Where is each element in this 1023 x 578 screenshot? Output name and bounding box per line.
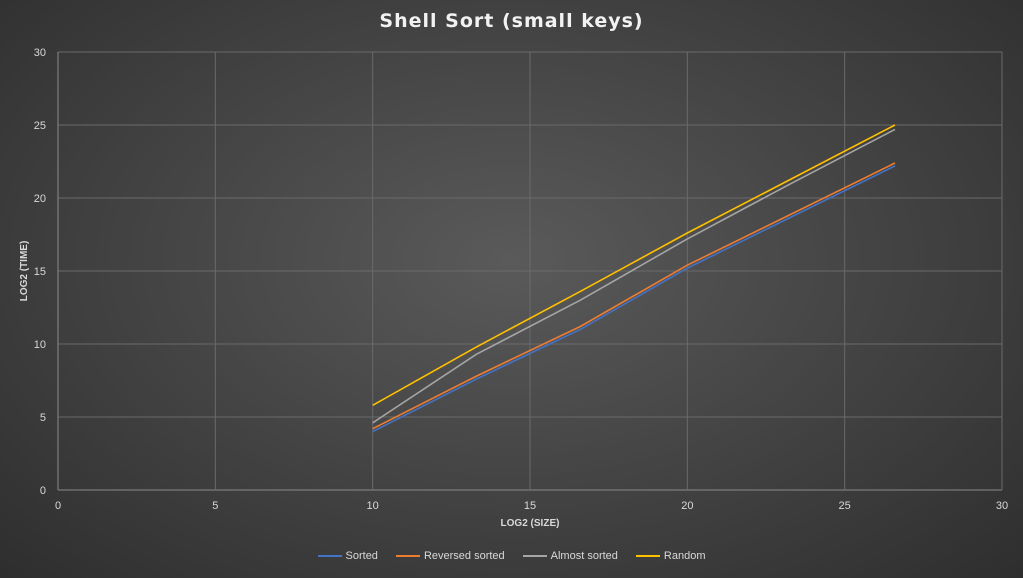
series-line-almost-sorted <box>372 128 896 424</box>
y-tick-label: 0 <box>40 485 46 497</box>
y-tick-label: 25 <box>34 120 46 132</box>
x-tick-label: 25 <box>839 500 851 512</box>
y-tick-label: 20 <box>34 193 46 205</box>
x-axis-title: LOG2 (SIZE) <box>501 518 560 529</box>
legend-item: Reversed sorted <box>395 550 505 562</box>
legend-swatch <box>522 555 547 557</box>
y-tick-label: 10 <box>34 339 46 351</box>
legend-label: Almost sorted <box>550 550 618 562</box>
series-line-random <box>372 124 896 406</box>
y-axis-title: LOG2 (TIME) <box>19 241 30 302</box>
x-tick-label: 20 <box>681 500 693 512</box>
x-tick-label: 30 <box>996 500 1008 512</box>
legend-label: Sorted <box>345 550 378 562</box>
y-tick-label: 15 <box>34 266 46 278</box>
x-tick-label: 0 <box>55 500 61 512</box>
legend-item: Almost sorted <box>522 550 618 562</box>
legend-swatch <box>395 555 420 557</box>
chart-title: Shell Sort (small keys) <box>379 10 644 32</box>
legend-label: Reversed sorted <box>423 550 505 562</box>
legend-label: Random <box>663 550 706 562</box>
legend-swatch <box>635 555 660 557</box>
series-line-sorted <box>372 165 896 433</box>
legend-swatch <box>317 555 342 557</box>
series-line-reversed-sorted <box>372 162 896 430</box>
y-tick-label: 30 <box>34 47 46 59</box>
tick-labels: 0 5 10 15 20 25 30 0 5 10 15 20 25 30 <box>34 47 1008 512</box>
x-tick-label: 15 <box>524 500 536 512</box>
grid-lines <box>57 51 1003 491</box>
legend-item: Random <box>635 550 706 562</box>
legend: Sorted Reversed sorted Almost sorted Random <box>0 550 1023 562</box>
y-tick-label: 5 <box>40 412 46 424</box>
x-tick-label: 5 <box>212 500 218 512</box>
series-lines <box>372 124 896 433</box>
x-tick-label: 10 <box>367 500 379 512</box>
legend-item: Sorted <box>317 550 378 562</box>
